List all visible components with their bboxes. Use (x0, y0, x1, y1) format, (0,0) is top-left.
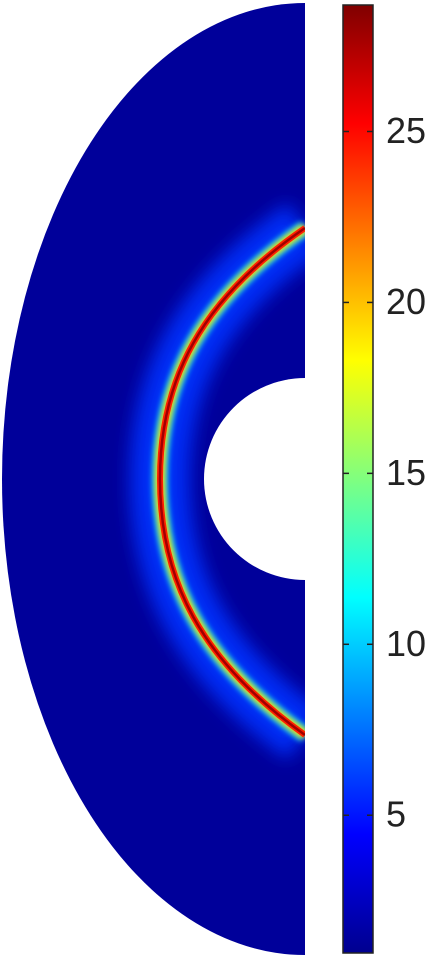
colorbar-tick-label: 10 (386, 623, 426, 664)
colorbar-tick-label: 5 (386, 794, 406, 835)
hole (204, 378, 305, 580)
colorbar-tick-label: 15 (386, 452, 426, 493)
colorbar-tick-label: 25 (386, 110, 426, 151)
colorbar-tick-label: 20 (386, 281, 426, 322)
colorbar (342, 4, 374, 954)
